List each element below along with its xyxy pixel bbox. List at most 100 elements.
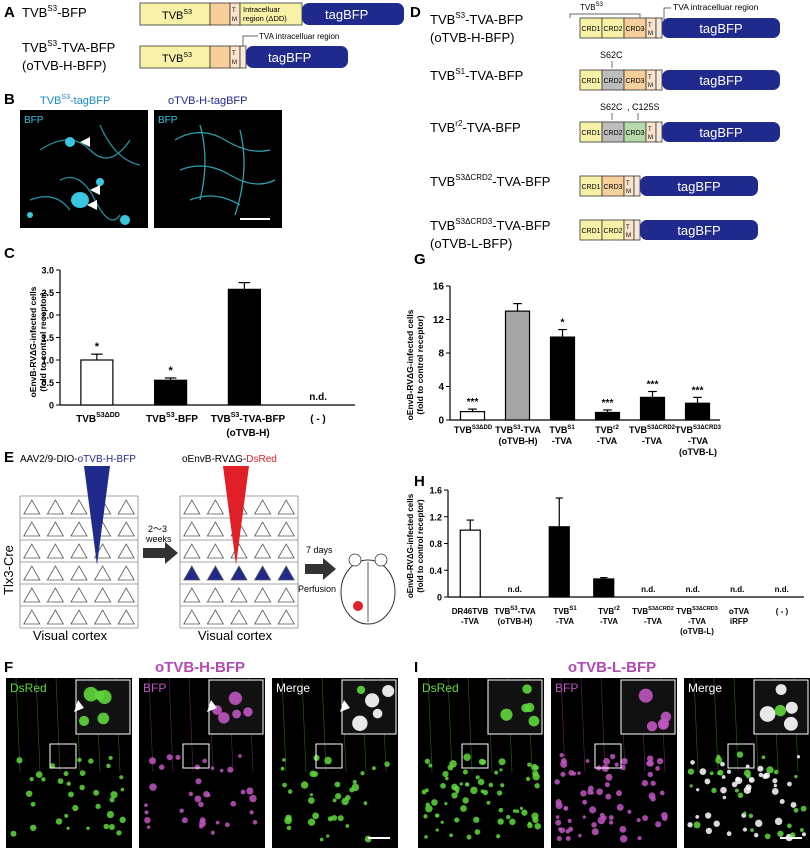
cell	[334, 793, 342, 800]
cell	[565, 835, 571, 841]
cell	[655, 766, 660, 771]
nd-label: n.d.	[641, 585, 655, 594]
cell	[585, 759, 590, 763]
bar	[154, 379, 188, 406]
neuron	[277, 587, 295, 603]
significance-mark: ***	[692, 385, 704, 396]
cell	[621, 757, 628, 765]
cell	[753, 832, 759, 838]
neuron	[93, 565, 112, 581]
nd-label: n.d.	[309, 392, 327, 403]
cell	[763, 772, 771, 779]
h-xlabel-0: DR46TVB	[452, 607, 489, 616]
tm-t: T	[626, 225, 630, 231]
cell	[480, 789, 485, 794]
crd3-label: CRD3	[625, 26, 644, 33]
inset-cell	[232, 709, 241, 719]
h-xlabel-6-line2: iRFP	[730, 617, 749, 626]
cell	[313, 754, 320, 762]
weeks-label-1: 2〜3	[148, 524, 167, 534]
cell	[715, 756, 723, 764]
cell	[560, 760, 568, 768]
cell	[655, 821, 662, 828]
neuron	[23, 609, 41, 625]
panel-g: G oEnvB-RVΔG-infected cells (fold to con…	[405, 251, 722, 457]
cell	[287, 789, 293, 794]
cell	[787, 781, 792, 787]
arrowhead-marker	[340, 700, 350, 712]
cell	[462, 769, 468, 775]
cell	[580, 790, 587, 797]
channel-label: BFP	[555, 681, 578, 695]
g-xlabel-2-line2: -TVA	[552, 436, 573, 446]
cell	[636, 818, 641, 823]
inset-cell	[521, 703, 531, 713]
cell	[454, 817, 460, 823]
cell	[144, 803, 148, 808]
cell	[720, 761, 725, 767]
cell	[57, 778, 64, 785]
cell	[565, 829, 570, 834]
dendrite	[148, 677, 154, 772]
tagbfp-box	[640, 220, 758, 240]
cell	[144, 810, 149, 815]
cell	[497, 818, 504, 825]
cell	[787, 823, 792, 829]
neuron	[70, 499, 88, 515]
cell	[555, 815, 560, 819]
cell	[280, 766, 285, 771]
inset-cell	[78, 715, 90, 726]
cell	[300, 781, 309, 789]
cell	[620, 764, 626, 771]
dendrite	[281, 677, 287, 772]
cell	[793, 807, 799, 813]
crd3-label: CRD3	[625, 130, 644, 137]
construct-a2-name: TVBS3-TVA-BFP	[22, 39, 115, 55]
intracellular-label-2: region (ΔDD)	[243, 14, 287, 23]
cell	[605, 773, 613, 781]
f-mut-s62c-2: S62C	[600, 102, 623, 112]
cell	[10, 830, 17, 837]
bar	[549, 336, 576, 421]
cell	[505, 814, 511, 820]
h-xlabel-0-line2: -TVA	[461, 617, 479, 626]
cell	[527, 762, 532, 767]
cell	[55, 818, 63, 825]
cell	[449, 833, 453, 838]
cell	[589, 806, 597, 814]
tva-region-box	[655, 17, 663, 39]
panel-label-e: F	[4, 659, 13, 676]
cell	[771, 788, 779, 795]
cell	[345, 824, 350, 828]
crd1-label: CRD1	[581, 184, 600, 191]
panel-h: H oEnvB-RVΔG-infected cells (fold to con…	[406, 473, 804, 636]
cell	[447, 764, 454, 771]
tm-t: T	[648, 127, 652, 133]
virus1-label: AAV2/9-DIO-oTVB-H-BFP	[20, 454, 136, 465]
cell	[466, 834, 472, 840]
cell	[689, 784, 693, 788]
cell	[774, 817, 783, 826]
f-tvb-label: TVBS3	[580, 2, 604, 12]
inset-cell	[218, 712, 230, 724]
neuron	[117, 543, 135, 559]
inset-cell	[759, 706, 776, 722]
y-tick-label: 4	[438, 382, 444, 393]
bar	[227, 288, 261, 406]
cell	[108, 755, 113, 761]
cell	[35, 771, 43, 778]
arrowheads-b	[80, 137, 100, 210]
cell	[641, 779, 649, 787]
cell	[704, 778, 711, 785]
neuron	[70, 543, 88, 559]
crd2-label: CRD2	[603, 78, 622, 85]
tagbfp-box	[662, 18, 780, 38]
cell	[428, 763, 433, 768]
neuron	[230, 543, 248, 559]
cell	[568, 769, 575, 776]
cell	[726, 831, 732, 837]
cell	[224, 822, 230, 828]
days-label-1: 7 days	[306, 545, 333, 555]
cell	[525, 776, 531, 782]
